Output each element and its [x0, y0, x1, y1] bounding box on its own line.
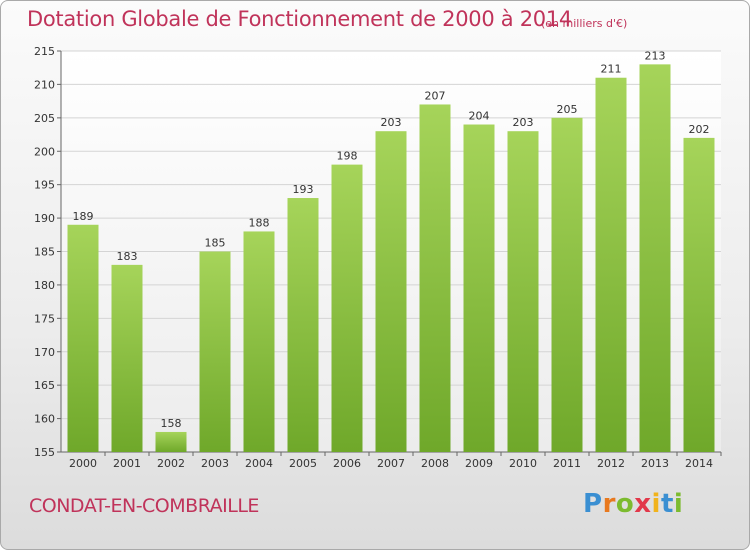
y-tick-label: 200 [34, 145, 55, 158]
bar-value-label: 203 [381, 116, 402, 129]
bar [463, 124, 495, 453]
x-tick-label: 2006 [333, 457, 361, 470]
x-tick-label: 2005 [289, 457, 317, 470]
bar-value-label: 189 [73, 210, 94, 223]
bar [595, 77, 627, 452]
commune-name: CONDAT-EN-COMBRAILLE [29, 495, 259, 517]
logo-letter: i [673, 489, 684, 519]
x-tick-label: 2001 [113, 457, 141, 470]
proxiti-logo[interactable]: Proxiti [583, 489, 683, 519]
bar [111, 264, 143, 452]
y-tick-label: 185 [34, 246, 55, 259]
bar [551, 117, 583, 452]
x-tick-label: 2008 [421, 457, 449, 470]
logo-letter: o [615, 489, 635, 519]
bar-value-label: 203 [513, 116, 534, 129]
bar [243, 231, 275, 452]
y-tick-label: 155 [34, 446, 55, 459]
bar [331, 164, 363, 452]
bar-value-label: 207 [425, 89, 446, 102]
bar-value-label: 183 [117, 250, 138, 263]
bar-value-label: 213 [645, 49, 666, 62]
bar [199, 251, 231, 452]
x-tick-label: 2010 [509, 457, 537, 470]
x-tick-label: 2004 [245, 457, 273, 470]
y-tick-label: 215 [34, 45, 55, 58]
x-tick-label: 2009 [465, 457, 493, 470]
x-tick-label: 2000 [69, 457, 97, 470]
x-tick-label: 2002 [157, 457, 185, 470]
bar [375, 131, 407, 452]
y-tick-label: 205 [34, 112, 55, 125]
bar [683, 137, 715, 452]
logo-letter: r [602, 489, 616, 519]
bar [639, 64, 671, 452]
chart-unit: (en milliers d'€) [541, 17, 628, 30]
bar [287, 198, 319, 452]
y-tick-label: 195 [34, 179, 55, 192]
bar [155, 431, 187, 452]
logo-letter: t [660, 489, 674, 519]
y-tick-label: 175 [34, 312, 55, 325]
bar-value-label: 202 [689, 123, 710, 136]
bar-value-label: 185 [205, 237, 226, 250]
bar [419, 104, 451, 452]
logo-letter: P [583, 489, 603, 519]
bar-value-label: 211 [601, 63, 622, 76]
x-tick-label: 2013 [641, 457, 669, 470]
x-tick-label: 2007 [377, 457, 405, 470]
bar-value-label: 158 [161, 417, 182, 430]
y-tick-label: 210 [34, 78, 55, 91]
chart-title: Dotation Globale de Fonctionnement de 20… [27, 7, 572, 31]
x-tick-label: 2011 [553, 457, 581, 470]
y-tick-label: 190 [34, 212, 55, 225]
bar-value-label: 198 [337, 150, 358, 163]
y-tick-label: 170 [34, 346, 55, 359]
logo-letter: x [634, 489, 652, 519]
x-tick-label: 2014 [685, 457, 713, 470]
bar-value-label: 205 [557, 103, 578, 116]
bar [67, 224, 99, 452]
bar-value-label: 204 [469, 110, 490, 123]
bar-chart: 155 160 165 170 175 180 185 190 195 200 205 210 215 1… [34, 45, 722, 470]
bar-value-label: 193 [293, 183, 314, 196]
y-tick-label: 165 [34, 379, 55, 392]
bar-value-label: 188 [249, 216, 270, 229]
y-tick-label: 180 [34, 279, 55, 292]
x-tick-label: 2003 [201, 457, 229, 470]
x-tick-label: 2012 [597, 457, 625, 470]
bar [507, 131, 539, 452]
logo-letter: i [651, 489, 661, 519]
y-tick-label: 160 [34, 413, 55, 426]
